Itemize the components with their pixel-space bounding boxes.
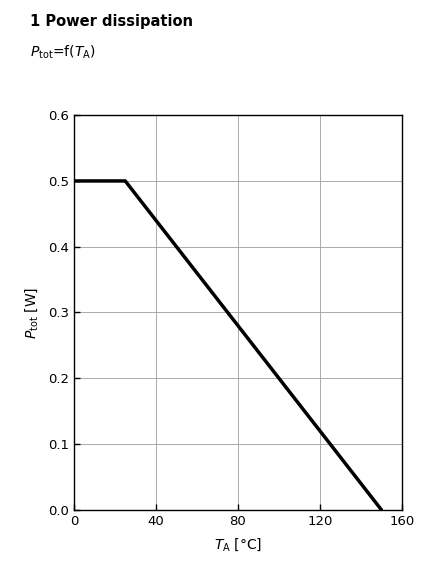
- Y-axis label: $P_\mathrm{tot}$ [W]: $P_\mathrm{tot}$ [W]: [23, 286, 40, 339]
- Text: $P_\mathrm{tot}$=f($T_\mathrm{A}$): $P_\mathrm{tot}$=f($T_\mathrm{A}$): [30, 43, 96, 60]
- X-axis label: $T_\mathrm{A}$ [°C]: $T_\mathrm{A}$ [°C]: [214, 536, 262, 553]
- Text: 1 Power dissipation: 1 Power dissipation: [30, 14, 192, 29]
